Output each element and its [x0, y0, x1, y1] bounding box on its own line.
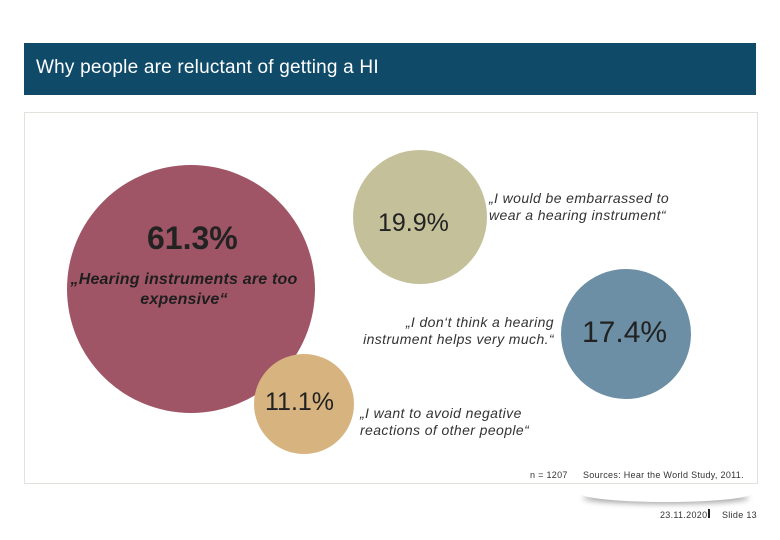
reason-embarrassed: „I would be embarrassed to wear a hearin…	[489, 190, 670, 223]
slide-number: Slide 13	[722, 510, 757, 520]
source-note: Sources: Hear the World Study, 2011.	[583, 470, 744, 480]
value-label-not-helpful: 17.4%	[582, 316, 668, 349]
reason-not-helpful: „I don‘t think a hearing instrument help…	[363, 314, 554, 347]
bubble-embarrassed	[353, 150, 487, 284]
title-bar: Why people are reluctant of getting a HI	[24, 43, 756, 95]
footer-date: 23.11.2020	[660, 510, 708, 520]
bubble-negative-reactions	[254, 354, 354, 454]
value-label-expensive: 61.3%	[147, 220, 238, 256]
source-underline-shadow	[580, 484, 752, 502]
value-label-embarrassed: 19.9%	[378, 209, 449, 237]
page-title: Why people are reluctant of getting a HI	[36, 57, 379, 78]
value-label-negative-reactions: 11.1%	[265, 388, 335, 416]
sample-size: n = 1207	[530, 470, 568, 480]
footer-separator	[708, 509, 710, 518]
reason-negative-reactions: „I want to avoid negative reactions of o…	[360, 405, 530, 438]
bubble-not-helpful	[561, 269, 691, 399]
reason-expensive: „Hearing instruments are too expensive“	[70, 271, 298, 308]
